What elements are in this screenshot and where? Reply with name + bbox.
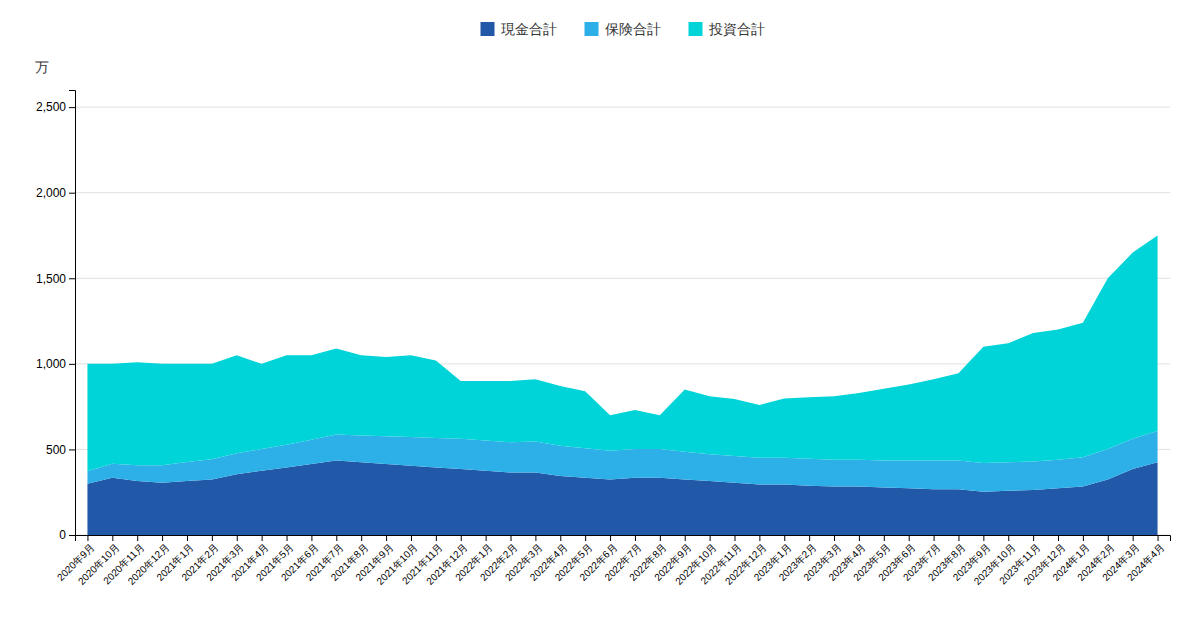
x-tick-mark (685, 535, 686, 541)
x-tick-mark (237, 535, 238, 541)
x-tick-mark (386, 535, 387, 541)
legend-item: 保険合計 (585, 21, 661, 37)
x-tick-mark (1058, 535, 1059, 541)
y-tick: 2,000 (36, 186, 75, 200)
x-tick-mark (187, 535, 188, 541)
y-tick-label: 0 (59, 528, 66, 542)
y-axis-line (69, 91, 76, 536)
x-tick-mark (486, 535, 487, 541)
x-tick-mark (859, 535, 860, 541)
grid-line (75, 107, 1170, 108)
y-tick-label: 2,000 (36, 186, 66, 200)
y-tick: 1,000 (36, 357, 75, 371)
x-tick-mark (834, 535, 835, 541)
x-tick-mark (162, 535, 163, 541)
x-tick-mark (411, 535, 412, 541)
legend-label: 現金合計 (501, 21, 557, 37)
area (87, 235, 1157, 471)
x-tick-mark (212, 535, 213, 541)
x-tick-mark (436, 535, 437, 541)
x-tick-mark (734, 535, 735, 541)
x-tick-mark (287, 535, 288, 541)
y-tick-mark (69, 107, 75, 108)
y-tick: 0 (59, 528, 75, 542)
y-tick-mark (69, 449, 75, 450)
x-axis-line (76, 536, 1171, 542)
x-axis: 2020年9月2020年10月2020年11月2020年12月2021年1月20… (55, 535, 1171, 587)
x-tick-mark (809, 535, 810, 541)
legend: 現金合計 保険合計 投資合計 (481, 21, 765, 37)
x-tick-mark (511, 535, 512, 541)
legend-item: 現金合計 (481, 21, 557, 37)
grid-line (75, 192, 1170, 193)
y-tick-label: 1,500 (36, 272, 66, 286)
y-tick-mark (69, 535, 75, 536)
x-tick-mark (1133, 535, 1134, 541)
x-tick-label: 2024年4月 (1125, 541, 1167, 583)
x-tick-mark (336, 535, 337, 541)
x-tick-mark (909, 535, 910, 541)
grid (75, 107, 1170, 535)
x-tick-mark (958, 535, 959, 541)
x-tick-mark (934, 535, 935, 541)
x-tick-mark (112, 535, 113, 541)
x-tick: 2024年4月 (1125, 535, 1167, 583)
y-tick: 1,500 (36, 272, 75, 286)
x-tick-mark (710, 535, 711, 541)
x-tick-mark (1083, 535, 1084, 541)
y-tick: 2,500 (36, 100, 75, 114)
x-tick-mark (1033, 535, 1034, 541)
y-tick-mark (69, 193, 75, 194)
x-tick-mark (262, 535, 263, 541)
legend-swatch (585, 22, 599, 36)
x-tick-mark (87, 535, 88, 541)
legend-label: 保険合計 (605, 21, 661, 37)
x-tick-mark (560, 535, 561, 541)
x-tick-mark (137, 535, 138, 541)
y-tick-mark (69, 364, 75, 365)
y-axis: 0 500 1,000 1,500 2,000 2,500 (36, 91, 76, 543)
x-tick-mark (585, 535, 586, 541)
y-axis-label: 万 (35, 59, 49, 75)
x-tick-mark (1158, 535, 1159, 541)
x-tick-mark (610, 535, 611, 541)
y-tick: 500 (46, 443, 75, 457)
legend-item: 投資合計 (689, 21, 765, 37)
y-tick-label: 1,000 (36, 357, 66, 371)
x-tick-mark (660, 535, 661, 541)
legend-swatch (689, 22, 703, 36)
chart: 0 500 1,000 1,500 2,000 2,500 2020年9月2020年10月2… (0, 0, 1200, 630)
x-tick-mark (535, 535, 536, 541)
plot: 0 500 1,000 1,500 2,000 2,500 2020年9月2020年10月2… (36, 91, 1171, 587)
x-tick-mark (461, 535, 462, 541)
x-tick-mark (784, 535, 785, 541)
legend-swatch (481, 22, 495, 36)
x-tick-mark (759, 535, 760, 541)
legend-label: 投資合計 (708, 21, 765, 37)
x-tick-mark (311, 535, 312, 541)
x-tick-mark (983, 535, 984, 541)
y-tick-label: 500 (46, 443, 66, 457)
x-tick-mark (361, 535, 362, 541)
y-tick-label: 2,500 (36, 100, 66, 114)
x-tick-mark (635, 535, 636, 541)
areas (87, 235, 1157, 535)
x-tick-mark (1008, 535, 1009, 541)
x-tick-mark (1108, 535, 1109, 541)
y-tick-mark (69, 278, 75, 279)
grid-line (75, 278, 1170, 279)
x-tick-mark (884, 535, 885, 541)
